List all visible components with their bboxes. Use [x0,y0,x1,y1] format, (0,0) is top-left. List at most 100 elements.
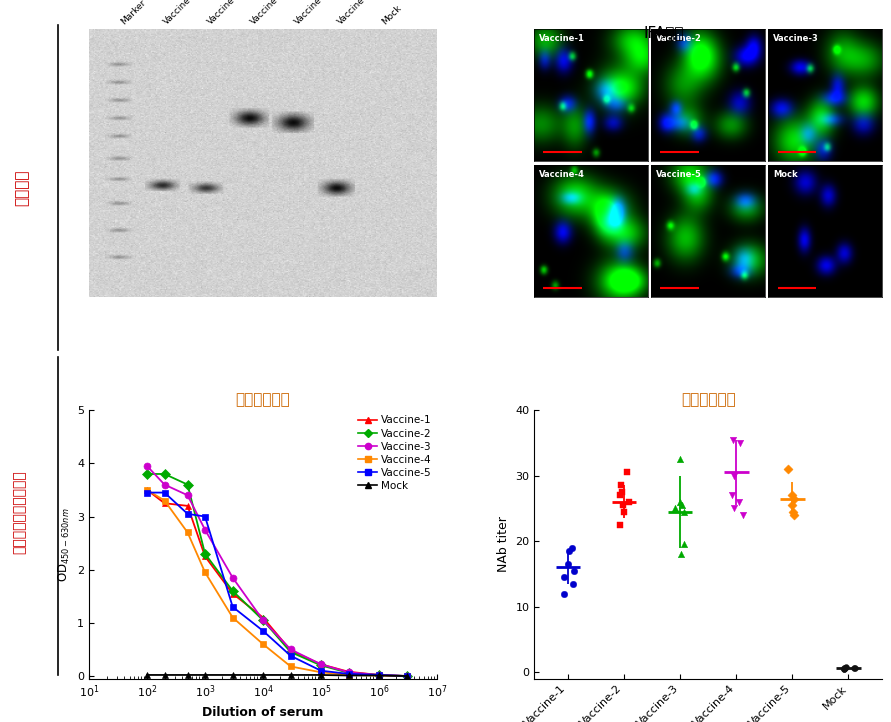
Vaccine-2 [159,469,170,478]
Text: 体外验证: 体外验证 [15,170,29,206]
Point [622,496,636,508]
Vaccine-1 [159,499,170,508]
Point [564,542,578,554]
Vaccine-2 [257,616,268,625]
Vaccine-2 [142,469,152,478]
Vaccine-5 [343,669,354,678]
Vaccine-1 [257,613,268,622]
Mock [183,671,193,679]
Vaccine-5 [257,627,268,635]
Vaccine-2 [227,586,238,595]
Legend: Vaccine-1, Vaccine-2, Vaccine-3, Vaccine-4, Vaccine-5, Mock: Vaccine-1, Vaccine-2, Vaccine-3, Vaccine… [358,415,432,491]
Point [846,662,861,674]
Vaccine-3 [142,461,152,470]
Vaccine-5 [183,510,193,518]
Vaccine-4 [257,640,268,648]
Vaccine-3 [343,668,354,677]
Point [566,578,580,589]
Point [567,565,581,576]
Point [837,662,851,674]
Point [562,545,576,557]
Text: Mock: Mock [380,3,403,26]
Vaccine-3 [159,480,170,489]
Text: 体液免疫评价（小鼠）: 体液免疫评价（小鼠） [12,471,27,554]
Vaccine-4 [200,568,210,577]
Vaccine-5 [200,512,210,521]
Vaccine-3 [257,616,268,625]
Title: 中和抗体检测: 中和抗体检测 [681,393,736,408]
Point [677,506,691,518]
Vaccine-4 [159,496,170,505]
Point [612,490,626,501]
Vaccine-3 [401,671,412,680]
Vaccine-4 [227,613,238,622]
Vaccine-2 [315,661,326,670]
Mock [200,671,210,679]
Point [560,558,575,570]
Vaccine-1 [315,660,326,669]
Vaccine-3 [315,660,326,669]
Point [677,539,691,550]
Mock [315,671,326,679]
Vaccine-4 [373,671,384,680]
Text: Vaccine-4: Vaccine-4 [293,0,330,26]
Point [674,496,688,508]
Mock [257,671,268,679]
Text: Vaccine-1: Vaccine-1 [162,0,200,26]
Point [619,466,634,478]
Text: IFA验证: IFA验证 [643,25,684,40]
Point [837,663,851,674]
Point [727,503,741,514]
Point [838,662,853,674]
Mock [401,671,412,680]
Vaccine-3 [183,491,193,500]
Vaccine-5 [373,671,384,679]
Vaccine-4 [401,671,412,680]
Vaccine-2 [373,671,384,679]
Point [848,662,862,674]
Point [727,470,741,482]
Vaccine-5 [142,488,152,497]
Text: Vaccine-5: Vaccine-5 [336,0,373,26]
Text: Vaccine-1: Vaccine-1 [539,34,584,43]
Point [616,500,630,511]
Point [781,464,796,475]
Line: Vaccine-5: Vaccine-5 [143,489,410,679]
Line: Vaccine-1: Vaccine-1 [143,487,410,679]
Point [617,506,631,518]
Text: Vaccine-2: Vaccine-2 [206,0,243,26]
Point [837,663,851,674]
X-axis label: Dilution of serum: Dilution of serum [202,705,323,718]
Point [668,503,683,514]
Vaccine-2 [285,648,296,656]
Point [674,549,688,560]
Point [785,490,799,501]
Vaccine-4 [285,662,296,671]
Vaccine-2 [343,669,354,677]
Vaccine-4 [142,486,152,495]
Point [674,500,689,511]
Mock [227,671,238,679]
Point [615,486,629,497]
Title: 结合抗体检测: 结合抗体检测 [235,393,290,408]
Mock [142,671,152,679]
Point [673,453,687,465]
Text: Vaccine-3: Vaccine-3 [773,34,819,43]
Vaccine-2 [401,671,412,680]
Point [839,661,854,673]
Point [725,490,740,501]
Vaccine-5 [401,671,412,680]
Vaccine-1 [183,502,193,510]
Mock [285,671,296,679]
Point [613,519,627,531]
Point [725,434,740,445]
Vaccine-1 [142,486,152,495]
Point [614,479,628,491]
Vaccine-5 [159,488,170,497]
Point [557,588,571,599]
Vaccine-1 [227,589,238,598]
Vaccine-3 [200,526,210,534]
Point [557,571,571,583]
Vaccine-3 [373,671,384,679]
Point [787,493,801,505]
